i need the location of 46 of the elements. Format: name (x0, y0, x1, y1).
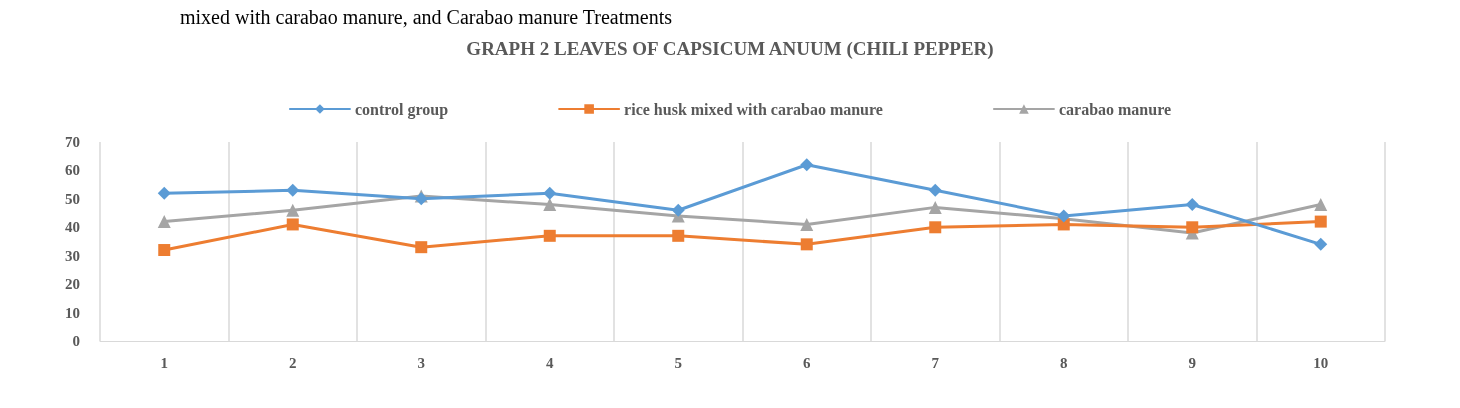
point (415, 241, 428, 254)
point (800, 158, 814, 172)
point (543, 186, 557, 200)
point (1186, 221, 1199, 234)
point (1314, 198, 1328, 212)
point (800, 238, 813, 251)
y-tick-label: 20 (65, 276, 80, 293)
point (1314, 237, 1328, 251)
y-tick-label: 50 (65, 190, 80, 207)
text: mixed with carabao manure, and Carabao manure Treatments (180, 6, 673, 28)
point (286, 218, 299, 231)
chart-title: GRAPH 2 LEAVES OF CAPSICUM ANUUM (CHILI PEPPER) (466, 38, 994, 60)
point (672, 229, 685, 242)
x-tick-label: 4 (546, 354, 554, 371)
point (1314, 215, 1327, 228)
point (1185, 198, 1199, 212)
x-tick-label: 2 (289, 354, 297, 371)
x-tick-label: 7 (931, 354, 940, 371)
point (800, 217, 814, 231)
point (671, 203, 685, 217)
legend-label: carabao manure (1058, 100, 1172, 118)
x-tick-label: 10 (1313, 354, 1329, 371)
x-tick-label: 3 (417, 354, 425, 371)
point (157, 215, 171, 229)
y-tick-label: 60 (65, 162, 80, 179)
y-tick-label: 10 (65, 304, 80, 321)
point (286, 183, 300, 197)
x-tick-label: 9 (1188, 354, 1196, 371)
point (928, 200, 942, 214)
point (286, 203, 300, 217)
legend-label: control group (354, 100, 449, 119)
x-tick-label: 6 (803, 354, 811, 371)
point (543, 229, 556, 242)
y-tick-label: 0 (72, 333, 80, 349)
y-tick-label: 70 (65, 134, 80, 150)
point (928, 183, 942, 197)
point (158, 244, 171, 257)
x-tick-label: 5 (674, 354, 682, 371)
x-tick-label: 1 (160, 354, 168, 371)
legend-label: rice husk mixed with carabao manure (624, 100, 883, 118)
y-tick-label: 30 (65, 247, 80, 264)
point (929, 221, 942, 234)
point (543, 198, 557, 212)
x-tick-label: 8 (1060, 354, 1068, 371)
point (157, 186, 171, 200)
y-tick-label: 40 (65, 219, 80, 236)
